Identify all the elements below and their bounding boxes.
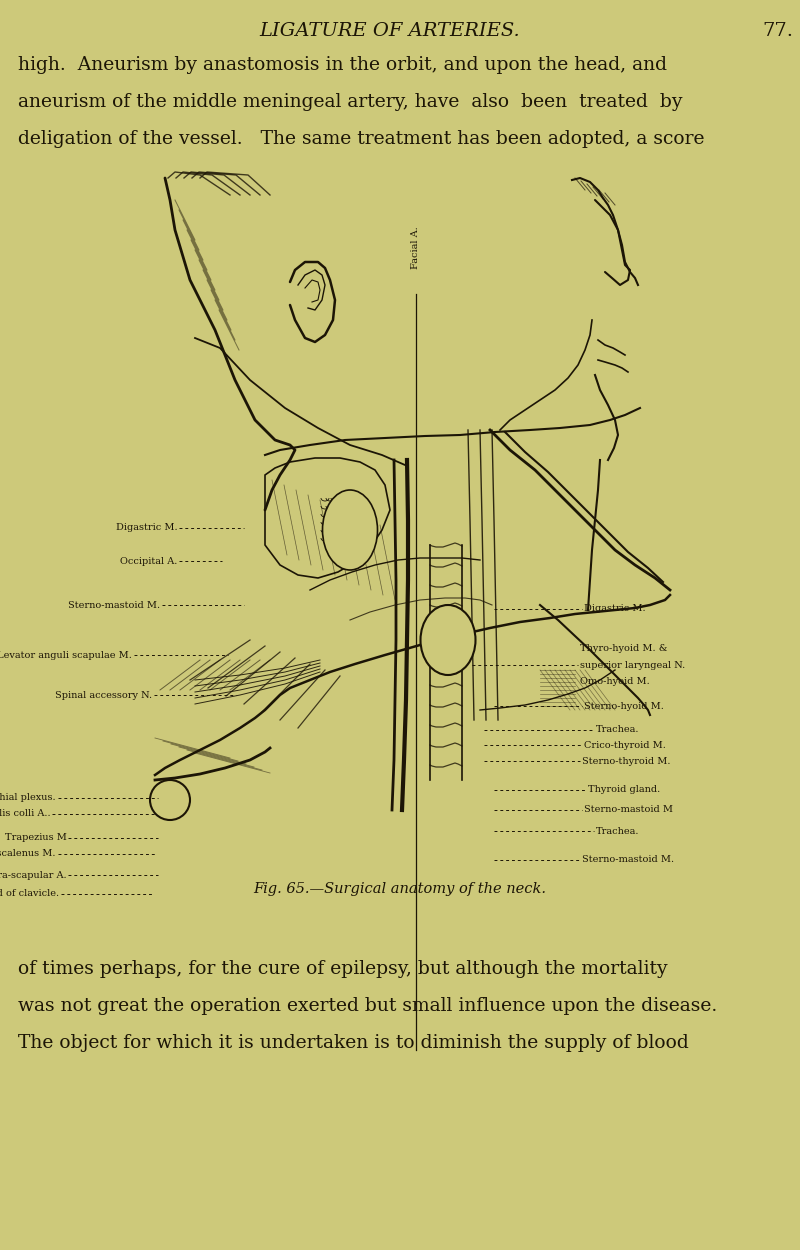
Text: The object for which it is undertaken is to diminish the supply of blood: The object for which it is undertaken is… — [18, 1034, 689, 1052]
Text: Trapezius M: Trapezius M — [5, 832, 66, 842]
Ellipse shape — [421, 605, 475, 675]
Text: aneurism of the middle meningeal artery, have  also  been  treated  by: aneurism of the middle meningeal artery,… — [18, 92, 682, 111]
Text: deligation of the vessel.   The same treatment has been adopted, a score: deligation of the vessel. The same treat… — [18, 130, 705, 148]
Text: Spinal accessory N.: Spinal accessory N. — [55, 690, 152, 700]
Text: Sterno-hyoid M.: Sterno-hyoid M. — [584, 701, 664, 711]
Text: LIGATURE OF ARTERIES.: LIGATURE OF ARTERIES. — [260, 22, 520, 40]
Text: of times perhaps, for the cure of epilepsy, but although the mortality: of times perhaps, for the cure of epilep… — [18, 960, 668, 978]
Text: 77.: 77. — [762, 22, 793, 40]
Text: Crico-thyroid M.: Crico-thyroid M. — [584, 740, 666, 750]
Text: Anterior scalenus M.: Anterior scalenus M. — [0, 849, 56, 859]
Circle shape — [150, 780, 190, 820]
Text: Sterno-mastoid M.: Sterno-mastoid M. — [68, 600, 160, 610]
Text: superior laryngeal N.: superior laryngeal N. — [580, 660, 686, 670]
Text: Trachea.: Trachea. — [596, 725, 639, 735]
Text: Brachial plexus.: Brachial plexus. — [0, 792, 56, 802]
Text: Thyroid gland.: Thyroid gland. — [588, 785, 660, 795]
Text: Omo-hyoid M.: Omo-hyoid M. — [580, 676, 650, 686]
Text: Supra-scapular A.: Supra-scapular A. — [0, 870, 66, 880]
Text: Levator anguli scapulae M.: Levator anguli scapulae M. — [0, 650, 132, 660]
Text: Cut end of clavicle.: Cut end of clavicle. — [0, 889, 59, 899]
Text: Digastric M.: Digastric M. — [116, 522, 178, 532]
Text: was not great the operation exerted but small influence upon the disease.: was not great the operation exerted but … — [18, 998, 718, 1015]
Text: Digastric M.: Digastric M. — [584, 604, 646, 614]
Text: Occipital A.: Occipital A. — [120, 556, 178, 566]
Ellipse shape — [322, 490, 378, 570]
Text: Sterno-thyroid M.: Sterno-thyroid M. — [582, 756, 670, 766]
Text: Sterno-mastoid M: Sterno-mastoid M — [584, 805, 673, 815]
Text: Facial A.: Facial A. — [411, 226, 421, 269]
Text: Thyro-hyoid M. &: Thyro-hyoid M. & — [580, 644, 667, 654]
Text: Fig. 65.—Surgical anatomy of the neck.: Fig. 65.—Surgical anatomy of the neck. — [254, 882, 546, 896]
Text: Trachea.: Trachea. — [596, 826, 639, 836]
Text: Sterno-mastoid M.: Sterno-mastoid M. — [582, 855, 674, 865]
Text: high.  Aneurism by anastomosis in the orbit, and upon the head, and: high. Aneurism by anastomosis in the orb… — [18, 56, 667, 74]
Text: Transversalis colli A..: Transversalis colli A.. — [0, 809, 50, 819]
